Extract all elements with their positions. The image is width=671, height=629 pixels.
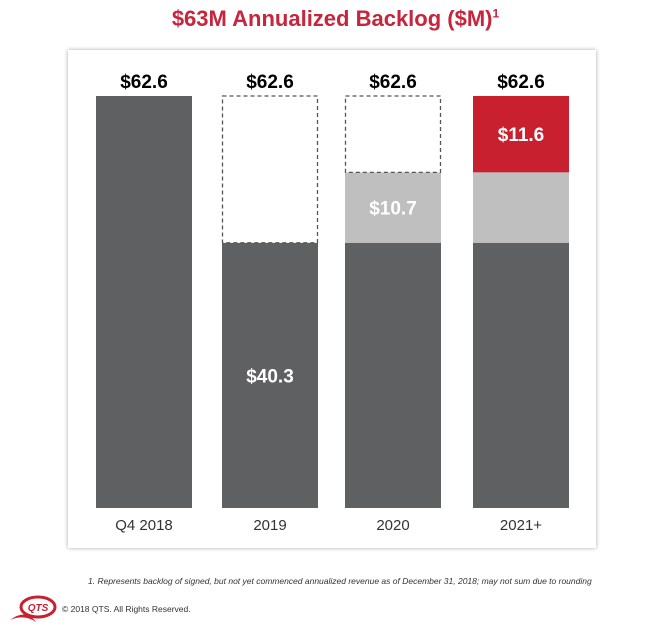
segment-label: $11.6 <box>498 125 545 146</box>
total-label: $62.6 <box>369 72 417 93</box>
bar-segment-dark <box>345 242 441 508</box>
bar-segment-dashed <box>344 95 442 173</box>
segment-label: $10.7 <box>369 199 417 220</box>
bar-segment-dark <box>96 96 192 508</box>
bar-segment-red <box>473 96 569 173</box>
total-label: $62.6 <box>246 72 294 93</box>
chart-title: $63M Annualized Backlog ($M)1 <box>171 6 500 31</box>
bar-segment-light <box>473 172 569 243</box>
copyright: © 2018 QTS. All Rights Reserved. <box>62 604 191 614</box>
qts-logo: QTS <box>6 594 62 629</box>
x-tick-label: 2019 <box>253 517 286 534</box>
bar-segment-dashed <box>221 95 319 244</box>
x-tick-label: Q4 2018 <box>115 517 173 534</box>
bar-segment-dark <box>473 242 569 508</box>
svg-text:QTS: QTS <box>28 603 49 614</box>
x-tick-label: 2021+ <box>500 517 542 534</box>
footnote: 1. Represents backlog of signed, but not… <box>88 576 592 586</box>
x-tick-label: 2020 <box>376 517 409 534</box>
bar-segment-light <box>345 172 441 243</box>
total-label: $62.6 <box>497 72 545 93</box>
total-label: $62.6 <box>120 72 168 93</box>
bar-segment-dark <box>222 242 318 508</box>
segment-label: $40.3 <box>246 366 294 387</box>
